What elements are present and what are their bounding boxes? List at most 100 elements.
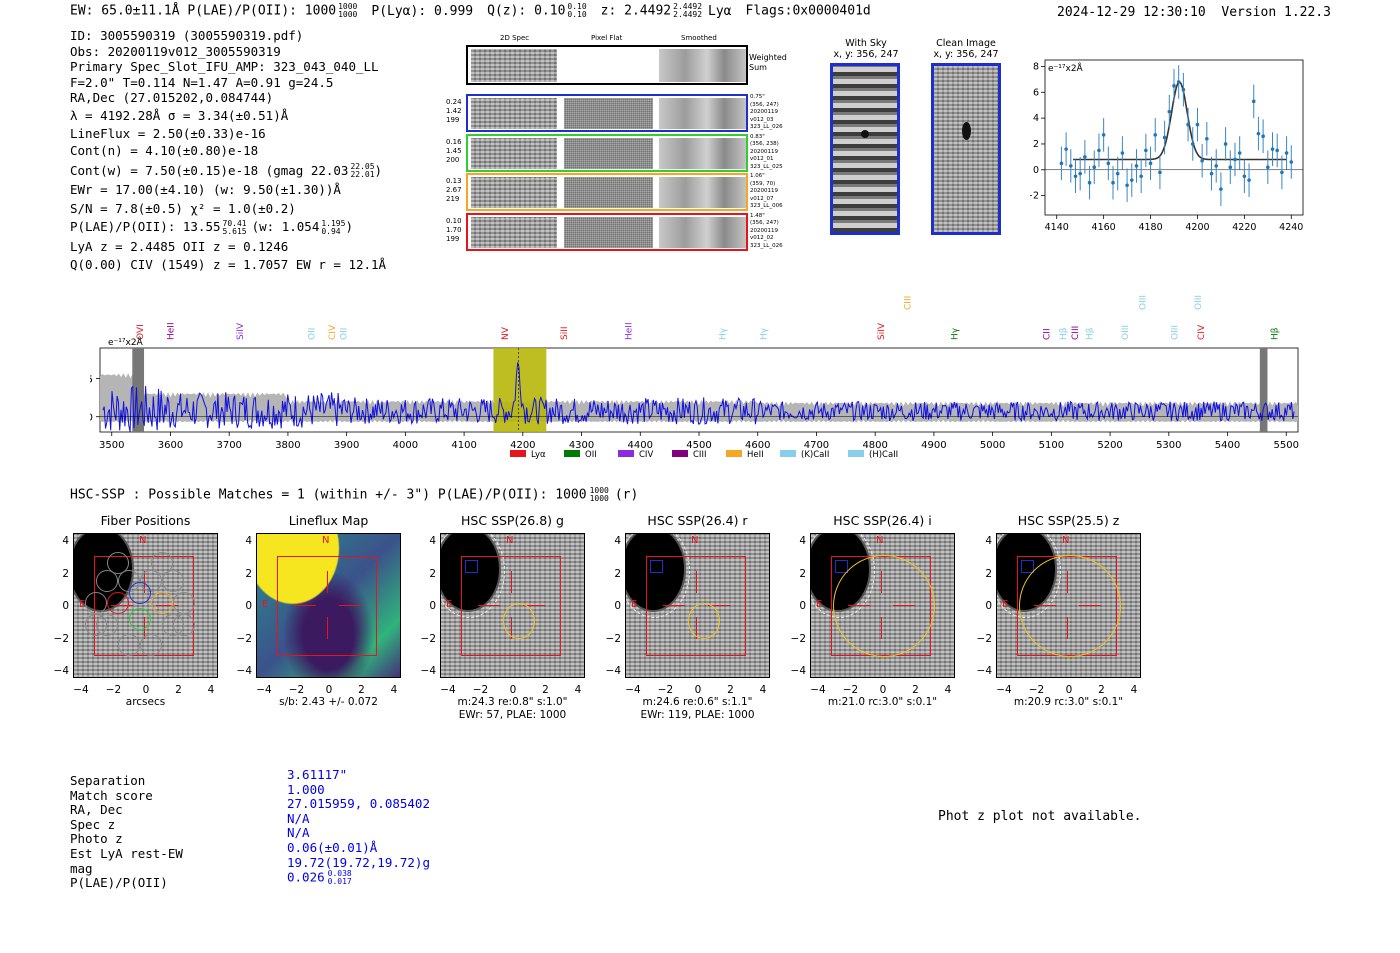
fiber-circle — [96, 570, 118, 592]
info-contn: Cont(n) = 4.10(±0.80)e-18 — [70, 143, 259, 159]
zoom-data-point — [1176, 80, 1181, 84]
plae2-w-sub: 0.94 — [321, 226, 341, 236]
row-left-stat: 199 — [446, 116, 460, 124]
zoom-data-point — [1078, 171, 1082, 176]
zoom-ytick-label: 6 — [1033, 87, 1039, 98]
row-pixelflat-image — [564, 137, 653, 169]
row-smoothed-image — [659, 177, 746, 208]
legend-swatch — [672, 450, 688, 457]
row-right-line: v012_03 — [750, 116, 774, 123]
hsc-ytick-label: −4 — [790, 665, 806, 677]
line-label: SiII — [560, 326, 570, 340]
row-left-stat: 0.16 — [446, 137, 462, 146]
source-aperture-ellipse — [688, 603, 720, 639]
row-right-line: 323_LL_025 — [750, 163, 783, 170]
zoom-data-point — [1087, 180, 1092, 185]
match-value-row: N/A — [287, 811, 547, 827]
info-ewr: EWr = 17.00(±4.10) (w: 9.50(±1.30))Å — [70, 182, 341, 198]
blue-aperture-square — [650, 560, 663, 573]
info-plae: P(LAE)/P(OII): 13.55 70.41 5.615 (w: 1.054 1… — [70, 218, 353, 236]
full-xtick-label: 4000 — [393, 440, 418, 451]
spec2d-row — [466, 173, 748, 211]
row-2dspec-image — [471, 137, 557, 169]
legend-swatch — [564, 450, 580, 457]
legend-label: (K)CaII — [801, 450, 829, 460]
fiber-circle — [118, 634, 140, 656]
spec2d-row — [466, 94, 748, 132]
north-label: N — [506, 535, 514, 546]
full-ytick-label: 5 — [90, 375, 93, 386]
info-contw: Cont(w) = 7.50(±0.15)e-18 (gmag 22.03 22.… — [70, 162, 383, 180]
hsc-ytick-label: 4 — [614, 535, 621, 547]
zoom-data-point — [1251, 99, 1256, 104]
full-xtick-label: 4800 — [862, 440, 887, 451]
zoom-data-point — [1064, 147, 1068, 151]
row-right-info: 1.48" (356, 247) 20200119 v012_02 323_LL_026 — [750, 213, 796, 251]
hsc-ytick-label: 4 — [429, 535, 436, 547]
full-xtick-label: 4900 — [921, 440, 946, 451]
line-label: Hγ — [760, 327, 770, 340]
zoom-data-point — [1162, 135, 1167, 140]
hsc-xtick-label: 4 — [759, 684, 767, 696]
hsc-panel-title: HSC SSP(26.4) i — [833, 513, 932, 528]
spectrum-trace — [102, 362, 1295, 432]
blue-aperture-square — [465, 560, 478, 573]
hsc-xtick-label: −2 — [1028, 684, 1045, 696]
weighted-2dspec-image — [471, 49, 557, 82]
zoom-data-point — [1101, 133, 1106, 137]
row-right-info: 0.83" (356, 238) 20200119 v012_01 323_LL_025 — [750, 134, 796, 172]
zoom-data-point — [1266, 165, 1270, 170]
hsc-ytick-label: −4 — [420, 665, 436, 677]
row-right-line: 20200119 — [750, 188, 778, 194]
fiber-circle — [107, 552, 129, 574]
hsc-ytick-label: 0 — [799, 600, 806, 612]
legend-label: OII — [585, 450, 597, 460]
zoom-xtick-label: 4180 — [1138, 222, 1162, 233]
fiber-circle — [85, 592, 107, 614]
row-right-line: 20200119 — [750, 148, 778, 155]
full-xtick-label: 5200 — [1097, 440, 1122, 451]
full-spectrum-content — [100, 348, 1298, 432]
hsc-ytick-label: 4 — [62, 535, 69, 547]
zoom-data-point — [1284, 151, 1289, 155]
zoom-data-points — [1059, 65, 1294, 206]
zoom-data-point — [1069, 164, 1073, 168]
hsc-xtick-label: 2 — [358, 684, 365, 696]
fiber-circle — [129, 608, 151, 630]
line-label: SiIV — [877, 322, 887, 340]
zoom-data-point — [1270, 147, 1275, 151]
zoom-xtick-label: 4200 — [1185, 222, 1209, 233]
hsc-ytick-label: −2 — [605, 632, 621, 645]
zoom-data-point — [1134, 164, 1139, 168]
hsc-xtick-label: −4 — [440, 684, 456, 696]
match-value-row: 3.61117" — [287, 767, 547, 783]
legend-swatch — [510, 450, 526, 457]
line-label: OIII — [1194, 295, 1204, 310]
hsc-xtick-label: −4 — [73, 684, 89, 696]
col-title-pixelflat: Pixel Flat — [591, 34, 623, 42]
row-left-stat: 1.42 — [446, 107, 462, 115]
clean-image-source — [962, 122, 971, 140]
match-value-row: 19.72(19.72,19.72)g — [287, 855, 547, 871]
fiber-circle — [140, 570, 162, 592]
col-title-2dspec: 2D Spec — [500, 34, 530, 42]
qz-sup: 0.10 — [567, 2, 587, 11]
legend-label: CIII — [693, 450, 706, 460]
fiber-circle — [151, 552, 173, 574]
source-aperture-circle — [833, 555, 935, 657]
full-spectrum-plot: SiIVOVIHeIISiIVOIICIVOIINVSiIIHeIIHγHγSi… — [90, 295, 1299, 460]
zoom-data-point — [1144, 148, 1148, 153]
row-right-line: 1.48" — [750, 212, 765, 219]
hsc-xtick-label: −2 — [105, 684, 122, 696]
with-sky-label: With Sky — [845, 38, 887, 49]
line-label: CIV — [1197, 324, 1207, 340]
hsc-ytick-label: −4 — [53, 665, 69, 677]
north-label: N — [691, 535, 699, 546]
hsc-xtick-label: 2 — [912, 684, 919, 696]
full-xtick-label: 4600 — [745, 440, 770, 451]
line-label: HeII — [166, 322, 176, 340]
row-2dspec-image — [471, 98, 557, 129]
zoom-data-point — [1233, 157, 1237, 162]
zoom-data-point — [1120, 151, 1125, 155]
masked-region — [132, 348, 145, 432]
